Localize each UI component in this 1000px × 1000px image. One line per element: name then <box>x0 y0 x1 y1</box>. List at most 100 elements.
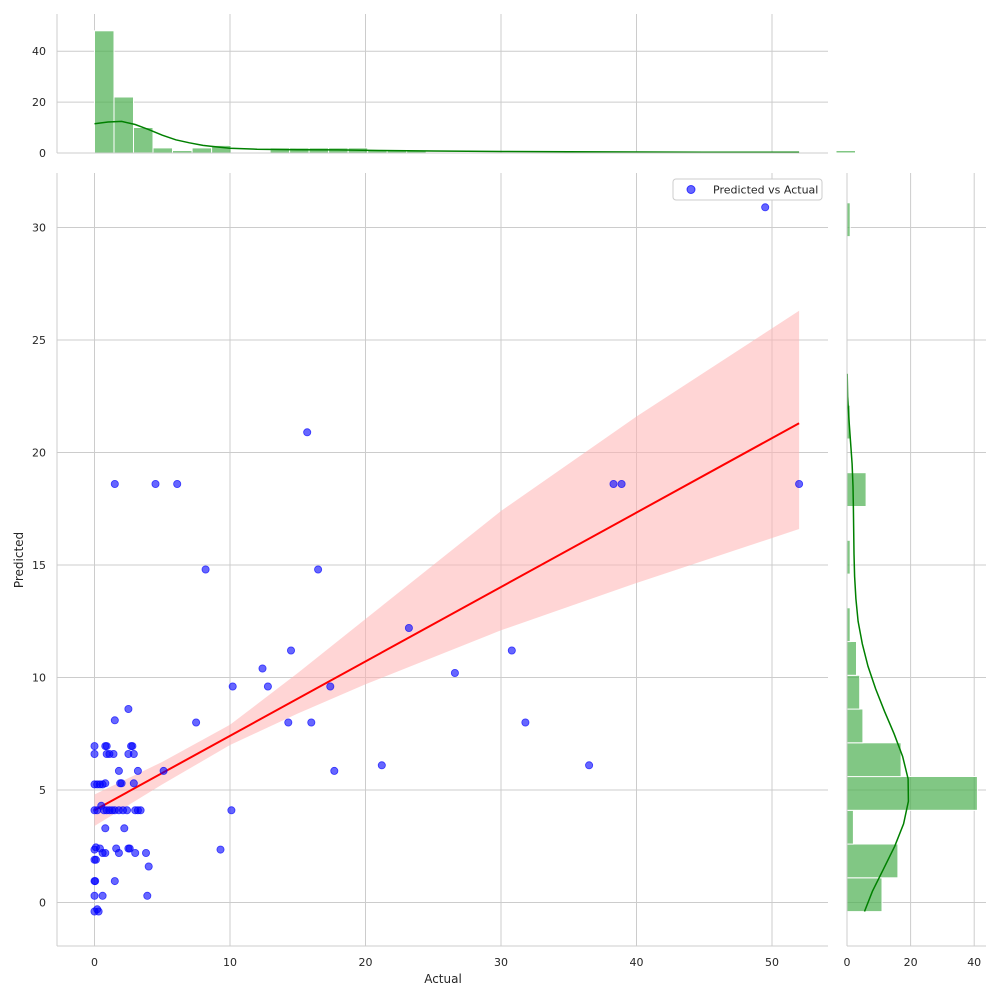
scatter-point <box>110 716 119 725</box>
x-tick-label: 30 <box>494 956 508 969</box>
scatter-point <box>128 742 137 751</box>
scatter-point <box>284 718 293 727</box>
y-tick-label: 5 <box>39 784 46 797</box>
right-tick-labels: 0 20 40 <box>844 956 982 969</box>
scatter-point <box>330 766 339 775</box>
scatter-point <box>110 877 119 886</box>
top-y-tick-label: 40 <box>32 45 46 58</box>
y-tick-label: 30 <box>32 222 46 235</box>
scatter-point <box>133 766 142 775</box>
scatter-point <box>303 428 312 437</box>
top-histogram-bars <box>94 30 856 154</box>
top-marginal-histogram: 0 20 40 <box>32 14 856 160</box>
y-tick-label: 0 <box>39 897 46 910</box>
scatter-point <box>159 766 168 775</box>
scatter-point <box>94 907 103 916</box>
scatter-point <box>521 718 530 727</box>
right-histogram-bar <box>846 776 978 811</box>
scatter-point <box>227 806 236 815</box>
top-histogram-bar <box>191 147 213 154</box>
y-axis-label: Predicted <box>12 532 26 588</box>
x-tick-labels: 0 10 20 30 40 50 <box>91 956 779 969</box>
regression-line <box>94 422 800 812</box>
scatter-point <box>201 565 210 574</box>
right-marginal-histogram: 0 20 40 <box>844 173 986 969</box>
right-kde-curve <box>846 373 910 912</box>
scatter-point <box>286 646 295 655</box>
scatter-points <box>90 203 804 916</box>
scatter-point <box>117 779 126 788</box>
x-tick-label: 40 <box>630 956 644 969</box>
scatter-point <box>450 669 459 678</box>
scatter-point <box>114 766 123 775</box>
right-histogram-bar <box>846 843 899 879</box>
right-histogram-bar <box>846 674 861 710</box>
scatter-point <box>91 877 100 886</box>
top-histogram-bar <box>94 30 115 154</box>
scatter-point <box>263 682 272 691</box>
scatter-point <box>101 824 110 833</box>
right-grid <box>846 173 986 946</box>
legend-box <box>672 178 823 201</box>
x-axis-label: Actual <box>424 972 462 986</box>
scatter-point <box>90 742 99 751</box>
scatter-point <box>129 750 138 759</box>
scatter-point <box>90 750 99 759</box>
scatter-point <box>109 750 118 759</box>
y-tick-label: 20 <box>32 447 46 460</box>
scatter-point <box>102 742 111 751</box>
top-histogram-bar <box>835 150 856 154</box>
top-histogram-bar <box>113 96 134 154</box>
scatter-point <box>141 849 150 858</box>
regression-confidence-band <box>94 310 800 826</box>
scatter-point <box>761 203 770 212</box>
scatter-point <box>120 824 129 833</box>
scatter-point <box>795 479 804 488</box>
scatter-point <box>609 479 618 488</box>
scatter-point <box>114 849 123 858</box>
scatter-point <box>124 705 133 714</box>
scatter-point <box>307 718 316 727</box>
scatter-point <box>90 891 99 900</box>
scatter-point <box>173 479 182 488</box>
right-histogram-bar <box>846 641 857 676</box>
scatter-point <box>91 855 100 864</box>
scatter-point <box>125 844 134 853</box>
scatter-point <box>617 479 626 488</box>
scatter-point <box>101 779 110 788</box>
scatter-point <box>143 891 152 900</box>
y-tick-label: 25 <box>32 334 46 347</box>
legend-label: Predicted vs Actual <box>713 184 818 197</box>
x-tick-label: 0 <box>91 956 98 969</box>
y-tick-label: 10 <box>32 672 46 685</box>
scatter-point <box>314 565 323 574</box>
scatter-point <box>326 682 335 691</box>
top-tick-labels: 0 20 40 <box>32 45 46 160</box>
y-tick-label: 15 <box>32 559 46 572</box>
x-tick-label: 20 <box>359 956 373 969</box>
right-histogram-bar <box>846 809 854 845</box>
right-histogram-bar <box>846 708 864 744</box>
right-x-tick-label: 20 <box>904 956 918 969</box>
right-histogram-bar <box>846 742 902 778</box>
scatter-point <box>585 761 594 770</box>
top-histogram-bar <box>152 147 173 154</box>
top-histogram-bar <box>133 127 154 154</box>
right-histogram-bars <box>846 202 978 913</box>
main-scatter-panel: 0 10 20 30 40 50 0 5 10 15 20 25 30 Actual Predicte… <box>12 173 828 986</box>
scatter-point <box>136 806 145 815</box>
right-x-tick-label: 0 <box>844 956 851 969</box>
right-x-tick-label: 40 <box>967 956 981 969</box>
scatter-point <box>131 849 140 858</box>
scatter-point <box>129 779 138 788</box>
scatter-point <box>98 891 107 900</box>
x-tick-label: 10 <box>223 956 237 969</box>
right-histogram-bar <box>846 472 867 508</box>
scatter-point <box>110 479 119 488</box>
top-grid <box>57 14 828 154</box>
scatter-point <box>192 718 201 727</box>
scatter-point <box>507 646 516 655</box>
scatter-point <box>151 479 160 488</box>
scatter-point <box>404 624 413 633</box>
